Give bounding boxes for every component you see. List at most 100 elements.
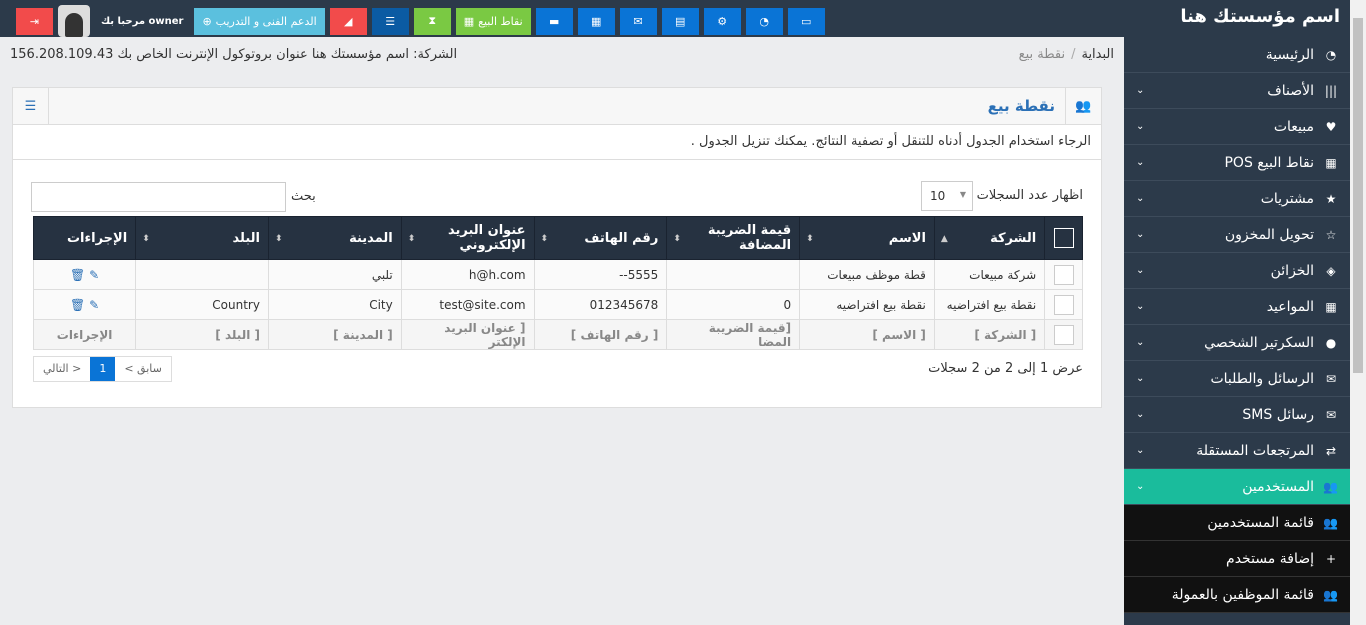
- length-value: 10: [930, 189, 946, 203]
- list-button[interactable]: ☰: [371, 7, 409, 35]
- sidebar-item[interactable]: ♥ مبيعات ⌄: [1124, 109, 1350, 145]
- sidebar-item-label: المستخدمين: [1242, 478, 1314, 495]
- caret-down-icon: ▼: [959, 190, 966, 199]
- breadcrumb-current: نقطة بيع: [1018, 46, 1066, 62]
- sidebar-item-label: المواعيد: [1266, 298, 1314, 315]
- sidebar-item-label: نقاط البيع POS: [1224, 154, 1314, 171]
- column-filter[interactable]: [ عنوان البريد الإلكتر: [400, 319, 535, 350]
- footer-checkbox: [1054, 324, 1074, 345]
- sort-icon: ⬍: [540, 234, 549, 244]
- table-cell: تلبي: [267, 259, 402, 290]
- calendar-button[interactable]: ▦: [577, 7, 615, 35]
- envelope-icon: ✉: [1325, 407, 1337, 422]
- table-controls: اظهار عدد السجلات ▼ 10 بحث: [13, 160, 1101, 216]
- column-filter[interactable]: [ البلد ]: [135, 319, 269, 350]
- mail-button[interactable]: ✉: [619, 7, 657, 35]
- money-button[interactable]: ▬: [535, 7, 573, 35]
- calendar-icon: ▦: [590, 14, 602, 28]
- column-filter[interactable]: [ الشركة ]: [933, 319, 1046, 350]
- chevron-down-icon: ⌄: [1136, 121, 1145, 132]
- column-header[interactable]: المدينة ⬍: [267, 216, 402, 260]
- sidebar-item[interactable]: ✉ رسائل SMS ⌄: [1124, 397, 1350, 433]
- hourglass-button[interactable]: ⧗: [413, 7, 451, 35]
- scrollbar-thumb[interactable]: [1353, 18, 1363, 373]
- next-page-button[interactable]: التالي >: [43, 362, 82, 375]
- sidebar-item[interactable]: ● السكرتير الشخصي ⌄: [1124, 325, 1350, 361]
- star-outline-icon: ☆: [1325, 227, 1337, 242]
- table-cell: h@h.com: [400, 259, 535, 290]
- support-button[interactable]: ⊕ الدعم الفنى و التدريب: [194, 7, 325, 35]
- sidebar-item[interactable]: 👥 المستخدمين ⌄: [1124, 469, 1350, 505]
- select-all-checkbox[interactable]: [1054, 228, 1074, 248]
- dashboard-icon: ◔: [1325, 47, 1337, 62]
- row-select[interactable]: [1044, 259, 1083, 290]
- sidebar-item[interactable]: 👥 قائمة الموظفين بالعمولة: [1124, 577, 1350, 613]
- sidebar-item[interactable]: ★ مشتريات ⌄: [1124, 181, 1350, 217]
- column-header: الإجراءات: [32, 216, 137, 260]
- column-filter[interactable]: [قيمة الضريبة المضا: [666, 319, 801, 350]
- column-header[interactable]: الاسم ⬍: [799, 216, 935, 260]
- page-1-button[interactable]: 1: [90, 357, 116, 381]
- sidebar-item[interactable]: 👥 قائمة المستخدمين: [1124, 505, 1350, 541]
- panel-header: 👥 نقطة بيع ☰: [13, 88, 1101, 125]
- sidebar-item[interactable]: ▦ نقاط البيع POS ⌄: [1124, 145, 1350, 181]
- column-filter[interactable]: [ المدينة ]: [267, 319, 402, 350]
- search-input[interactable]: [31, 182, 286, 212]
- sort-icon: ⬍: [407, 234, 416, 244]
- sidebar-item[interactable]: + إضافة مستخدم: [1124, 541, 1350, 577]
- desktop-icon: ▭: [800, 14, 812, 28]
- row-checkbox[interactable]: [1054, 264, 1074, 285]
- column-filter[interactable]: [ الاسم ]: [799, 319, 935, 350]
- pagination: التالي > 1 < سابق: [33, 356, 172, 382]
- row-checkbox[interactable]: [1054, 294, 1074, 315]
- sidebar-item-label: مبيعات: [1273, 118, 1314, 135]
- row-select[interactable]: [1044, 289, 1083, 320]
- scrollbar[interactable]: [1350, 0, 1366, 625]
- trash-icon[interactable]: 🗑: [70, 267, 86, 282]
- column-filter[interactable]: [ رقم الهاتف ]: [533, 319, 668, 350]
- column-header-label: عنوان البريد الإلكتروني: [447, 223, 526, 253]
- edit-icon[interactable]: ✎: [89, 297, 100, 312]
- column-header[interactable]: عنوان البريد الإلكتروني ⬍: [400, 216, 535, 260]
- edit-icon[interactable]: ✎: [89, 267, 100, 282]
- table-row: شركة مبيعات قطة موظف مبيعات 5555-- h@h.com ت…: [32, 259, 1083, 290]
- sign-out-icon: ⇥: [29, 14, 40, 28]
- grid-icon: ▦: [463, 14, 475, 28]
- sidebar-item[interactable]: ▦ المواعيد ⌄: [1124, 289, 1350, 325]
- prev-page-button[interactable]: < سابق: [124, 362, 162, 375]
- calculator-button[interactable]: ▤: [661, 7, 699, 35]
- sidebar-item-label: رسائل SMS: [1242, 406, 1314, 423]
- sidebar-item-label: الأصناف: [1267, 82, 1314, 99]
- users-icon: 👥: [1323, 515, 1338, 530]
- dashboard-button[interactable]: ◔: [745, 7, 783, 35]
- column-header[interactable]: رقم الهاتف ⬍: [533, 216, 668, 260]
- eraser-button[interactable]: ◢: [329, 7, 367, 35]
- heart-icon: ♥: [1325, 119, 1337, 134]
- grid-icon: ▦: [1325, 155, 1337, 170]
- sidebar-item-label: مشتريات: [1260, 190, 1314, 207]
- sort-icon: ⬍: [806, 234, 814, 244]
- sidebar-item[interactable]: ⇄ المرتجعات المستقلة ⌄: [1124, 433, 1350, 469]
- pos-button[interactable]: ▦ نقاط البيع: [455, 7, 531, 35]
- column-header[interactable]: الشركة ▲: [933, 216, 1046, 260]
- trash-icon[interactable]: 🗑: [70, 297, 86, 312]
- panel-menu-button[interactable]: ☰: [13, 88, 49, 124]
- sidebar-item[interactable]: ☆ تحويل المخزون ⌄: [1124, 217, 1350, 253]
- sidebar-item[interactable]: ◈ الخزائن ⌄: [1124, 253, 1350, 289]
- length-select[interactable]: ▼ 10: [921, 181, 973, 211]
- breadcrumb-home[interactable]: البداية: [1081, 46, 1114, 62]
- desktop-button[interactable]: ▭: [787, 7, 825, 35]
- settings-button[interactable]: ⚙: [703, 7, 741, 35]
- table-cell: 5555--: [533, 259, 668, 290]
- chevron-down-icon: ⌄: [1136, 229, 1145, 240]
- column-header[interactable]: قيمة الضريبة المضافة ⬍: [666, 216, 801, 260]
- select-all-header[interactable]: [1044, 216, 1083, 260]
- column-header-label: الاسم: [888, 230, 926, 246]
- column-header[interactable]: البلد ⬍: [135, 216, 269, 260]
- list-icon: ☰: [385, 14, 396, 28]
- sidebar-item[interactable]: ◔ الرئيسية: [1124, 37, 1350, 73]
- avatar[interactable]: [58, 5, 90, 37]
- sidebar-item[interactable]: ✉ الرسائل والطلبات ⌄: [1124, 361, 1350, 397]
- logout-button[interactable]: ⇥: [16, 7, 53, 35]
- sidebar-item[interactable]: ||| الأصناف ⌄: [1124, 73, 1350, 109]
